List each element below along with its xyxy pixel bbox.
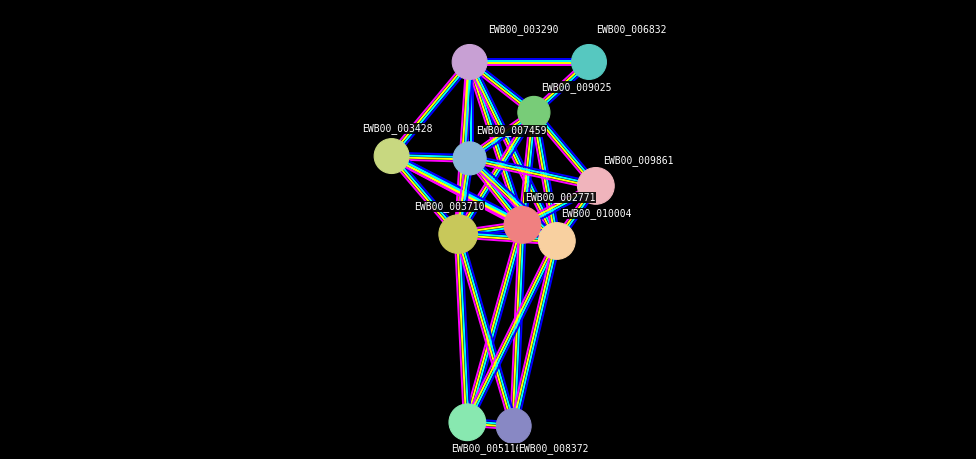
Text: EWB00_008372: EWB00_008372: [518, 443, 589, 454]
Text: EWB00_009025: EWB00_009025: [541, 82, 611, 93]
Text: EWB00_010004: EWB00_010004: [561, 208, 631, 219]
Circle shape: [496, 409, 531, 443]
Circle shape: [518, 96, 549, 129]
Circle shape: [453, 142, 486, 175]
Circle shape: [572, 45, 606, 79]
Text: EWB00_009861: EWB00_009861: [603, 155, 673, 166]
Circle shape: [578, 168, 614, 204]
Text: EWB00_007459: EWB00_007459: [476, 125, 547, 136]
Circle shape: [452, 45, 487, 79]
Text: EWB00_006832: EWB00_006832: [596, 24, 667, 35]
Circle shape: [439, 215, 477, 253]
Circle shape: [504, 207, 541, 243]
Text: EWB00_003428: EWB00_003428: [362, 123, 432, 134]
Circle shape: [374, 139, 409, 174]
Text: EWB00_005116: EWB00_005116: [451, 443, 522, 454]
Text: EWB00_003290: EWB00_003290: [488, 24, 558, 35]
Text: EWB00_003710: EWB00_003710: [415, 201, 485, 212]
Circle shape: [449, 404, 486, 441]
Circle shape: [539, 223, 575, 259]
Text: EWB00_002771: EWB00_002771: [525, 192, 595, 203]
